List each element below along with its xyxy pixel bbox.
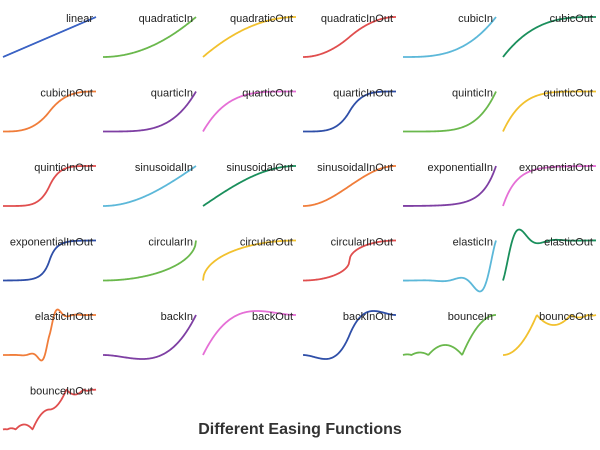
series-line-circularIn bbox=[102, 240, 197, 282]
series-label-elasticIn: elasticIn bbox=[453, 237, 493, 249]
series-label-exponentialIn: exponentialIn bbox=[428, 162, 493, 174]
series-line-elasticInOut bbox=[2, 308, 97, 362]
series-line-circularInOut bbox=[302, 239, 397, 282]
series-label-exponentialOut: exponentialOut bbox=[519, 162, 593, 174]
series-line-quinticIn bbox=[402, 91, 497, 133]
series-label-sinusoidalInOut: sinusoidalInOut bbox=[317, 162, 393, 174]
series-label-sinusoidalOut: sinusoidalOut bbox=[226, 162, 293, 174]
series-line-quadraticIn bbox=[102, 16, 197, 58]
series-line-backIn bbox=[102, 314, 197, 360]
series-label-quinticIn: quinticIn bbox=[452, 88, 493, 100]
series-line-sinusoidalInOut bbox=[302, 165, 397, 207]
series-line-elasticOut bbox=[502, 228, 597, 281]
series-label-quadraticOut: quadraticOut bbox=[230, 13, 293, 25]
series-label-quarticOut: quarticOut bbox=[242, 88, 293, 100]
series-line-bounceInOut bbox=[2, 388, 97, 431]
series-label-backIn: backIn bbox=[161, 311, 193, 323]
series-label-elasticOut: elasticOut bbox=[544, 237, 593, 249]
series-label-quarticIn: quarticIn bbox=[151, 88, 193, 100]
series-label-bounceInOut: bounceInOut bbox=[30, 386, 93, 398]
series-line-exponentialIn bbox=[402, 165, 497, 207]
series-label-linear: linear bbox=[66, 13, 93, 25]
series-label-cubicInOut: cubicInOut bbox=[40, 88, 93, 100]
series-label-exponentialInOut: exponentialInOut bbox=[10, 237, 93, 249]
series-label-quadraticInOut: quadraticInOut bbox=[321, 13, 393, 25]
easing-panels: linear quadraticIn quadraticOut quadraticIn… bbox=[2, 13, 597, 431]
series-label-bounceIn: bounceIn bbox=[448, 311, 493, 323]
series-label-backOut: backOut bbox=[252, 311, 293, 323]
series-label-cubicOut: cubicOut bbox=[550, 13, 593, 25]
series-label-elasticInOut: elasticInOut bbox=[35, 311, 93, 323]
series-line-exponentialInOut bbox=[2, 239, 97, 282]
series-line-cubicIn bbox=[402, 16, 497, 58]
series-label-cubicIn: cubicIn bbox=[458, 13, 493, 25]
series-line-sinusoidalIn bbox=[102, 165, 197, 207]
series-line-bounceIn bbox=[402, 314, 497, 356]
series-label-quinticInOut: quinticInOut bbox=[34, 162, 93, 174]
series-label-quadraticIn: quadraticIn bbox=[139, 13, 193, 25]
series-line-bounceOut bbox=[502, 314, 597, 356]
series-line-backOut bbox=[202, 310, 297, 356]
series-line-quarticIn bbox=[102, 91, 197, 133]
series-line-quinticInOut bbox=[2, 165, 97, 207]
series-line-quadraticOut bbox=[202, 16, 297, 58]
series-label-circularOut: circularOut bbox=[240, 237, 293, 249]
series-line-quadraticInOut bbox=[302, 16, 397, 58]
series-line-quarticOut bbox=[202, 90, 297, 132]
series-label-circularIn: circularIn bbox=[148, 237, 193, 249]
series-line-cubicInOut bbox=[2, 90, 97, 133]
series-line-quinticOut bbox=[502, 90, 597, 132]
series-label-sinusoidalIn: sinusoidalIn bbox=[135, 162, 193, 174]
series-label-circularInOut: circularInOut bbox=[331, 237, 393, 249]
series-label-quinticOut: quinticOut bbox=[543, 88, 593, 100]
chart-title: Different Easing Functions bbox=[198, 421, 402, 438]
series-label-bounceOut: bounceOut bbox=[539, 311, 593, 323]
series-line-elasticIn bbox=[402, 240, 497, 293]
series-label-backInOut: backInOut bbox=[343, 311, 393, 323]
series-line-backInOut bbox=[302, 310, 397, 360]
series-line-quarticInOut bbox=[302, 90, 397, 133]
series-line-cubicOut bbox=[502, 16, 597, 58]
series-line-exponentialOut bbox=[502, 165, 597, 207]
series-line-linear bbox=[2, 16, 97, 58]
series-line-sinusoidalOut bbox=[202, 165, 297, 207]
series-line-circularOut bbox=[202, 239, 297, 281]
series-label-quarticInOut: quarticInOut bbox=[333, 88, 393, 100]
